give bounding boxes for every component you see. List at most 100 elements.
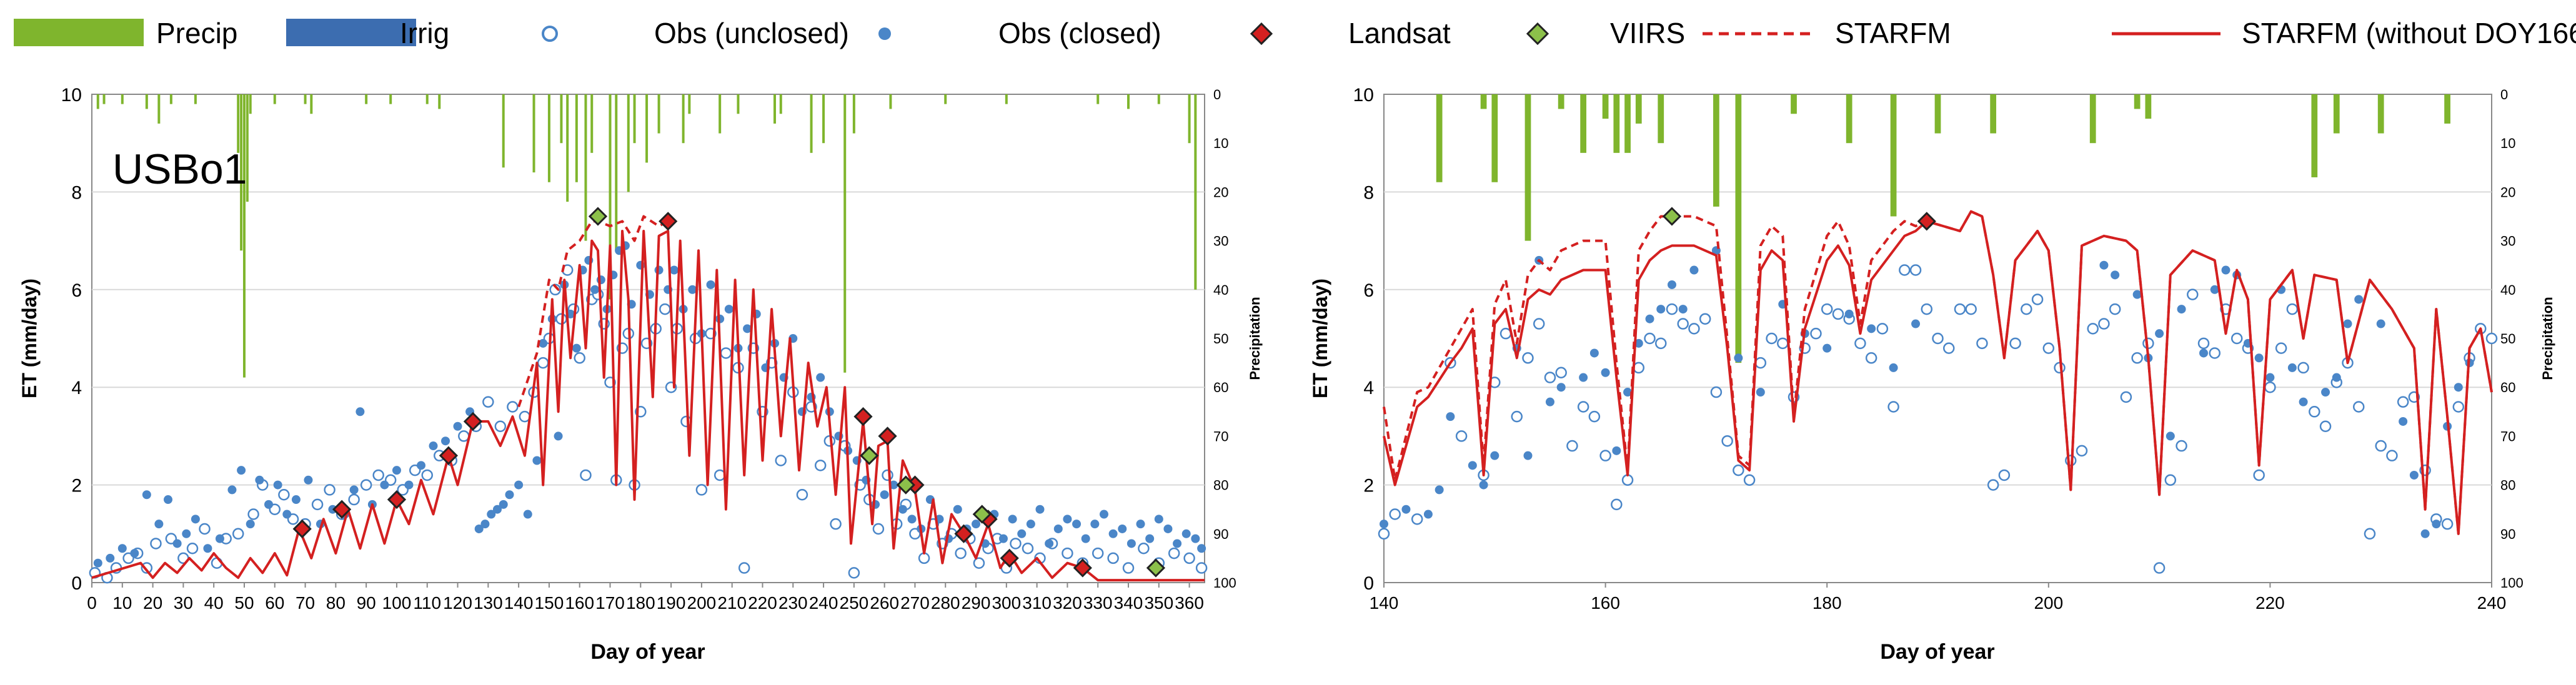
left-obs-unclosed-point: [482, 396, 494, 408]
left-obs-closed-point: [453, 421, 462, 431]
left-y2-tick-label: 0: [1213, 87, 1221, 102]
left-obs-unclosed-point: [348, 493, 360, 506]
right-gridlines: [1384, 191, 2492, 486]
left-x-tick-label: 90: [357, 593, 376, 613]
left-obs-closed-point: [474, 524, 484, 533]
right-y-tick-label: 2: [1363, 476, 1374, 496]
right-y2-tick-label: 20: [2500, 184, 2515, 200]
right-precip-bar: [2145, 94, 2152, 119]
legend-viirs-label: VIIRS: [1610, 17, 1685, 49]
right-y2-tick-label: 0: [2500, 87, 2508, 102]
right-obs-closed-point: [2332, 373, 2341, 382]
right-y-tick-label: 8: [1363, 182, 1374, 203]
right-obs-unclosed-point: [1699, 313, 1711, 325]
right-obs-unclosed-point: [1810, 327, 1822, 340]
left-obs-closed-point: [380, 480, 389, 490]
left-obs-closed-point: [429, 441, 438, 451]
left-y2-tick-label: 90: [1213, 526, 1228, 542]
left-obs-unclosed-point: [814, 460, 827, 471]
left-obs-closed-point: [356, 407, 365, 416]
left-obs-closed-point: [1045, 539, 1054, 548]
left-y2-tick-label: 80: [1213, 478, 1228, 493]
left-obs-unclosed-point: [1195, 562, 1208, 574]
left-obs-closed-point: [1136, 520, 1145, 529]
left-precip-bar: [365, 94, 368, 104]
left-precip-bar: [389, 94, 392, 104]
left-x-tick-label: 170: [595, 593, 625, 613]
left-obs-closed-point: [505, 490, 514, 500]
left-y2-tick-label: 50: [1213, 331, 1228, 347]
right-obs-unclosed-point: [2452, 401, 2465, 413]
left-precip-bar: [194, 94, 197, 104]
left-x-tick-label: 100: [382, 593, 412, 613]
left-y-axis-label: ET (mm/day): [18, 278, 41, 398]
left-obs-closed-point: [492, 505, 502, 514]
right-x-tick-label: 200: [2034, 593, 2063, 613]
legend-obs-unclosed-icon: [542, 26, 558, 42]
left-x-tick-label: 320: [1053, 593, 1082, 613]
left-obs-closed-point: [163, 495, 172, 505]
left-obs-closed-point: [514, 480, 524, 490]
left-obs-closed-point: [1173, 539, 1182, 548]
legend-landsat-label: Landsat: [1348, 17, 1451, 49]
legend-viirs-icon: [1526, 22, 1549, 46]
right-obs-closed-point: [1844, 309, 1854, 318]
left-precip-bar: [438, 94, 441, 109]
left-precip-bar: [633, 94, 636, 144]
left-precip-bar: [532, 94, 535, 173]
right-obs-closed-point: [1756, 388, 1765, 397]
left-obs-closed-point: [724, 305, 734, 314]
left-x-tick-label: 60: [265, 593, 284, 613]
left-precip-bar: [682, 94, 685, 144]
right-obs-unclosed-point: [1865, 352, 1877, 364]
left-obs-closed-point: [1145, 534, 1155, 543]
left-obs-closed-point: [1191, 534, 1200, 543]
left-obs-unclosed-point: [720, 347, 732, 359]
left-obs-closed-point: [487, 510, 496, 519]
left-obs-unclosed-point: [738, 562, 750, 574]
right-obs-unclosed-point: [1932, 332, 1944, 345]
right-precip-bar: [2134, 94, 2141, 109]
right-obs-unclosed-point: [1832, 308, 1844, 320]
left-obs-closed-point: [972, 520, 981, 529]
left-x-tick-label: 330: [1083, 593, 1113, 613]
right-y2-tick-label: 90: [2500, 526, 2515, 542]
right-obs-closed-point: [1734, 353, 1743, 363]
left-precip-bar: [944, 94, 947, 104]
left-precip-bar: [575, 94, 578, 182]
right-precip-bar: [1846, 94, 1852, 144]
right-obs-unclosed-point: [2187, 288, 2199, 300]
left-obs-closed-point: [669, 265, 679, 275]
right-precip-bar: [1735, 94, 1742, 363]
left-obs-closed-point: [1163, 524, 1173, 533]
left-precip-bar: [810, 94, 813, 153]
right-obs-closed-point: [2254, 353, 2264, 363]
right-obs-unclosed-point: [1555, 367, 1567, 378]
right-obs-unclosed-point: [1721, 435, 1733, 447]
left-obs-closed-point: [523, 510, 532, 519]
right-obs-closed-point: [2354, 295, 2364, 304]
right-obs-unclosed-point: [1378, 528, 1390, 540]
right-obs-unclosed-point: [2098, 318, 2110, 330]
right-obs-unclosed-point: [2375, 440, 2387, 452]
left-precip-bar: [590, 94, 594, 153]
left-y2-tick-label: 70: [1213, 428, 1228, 444]
right-obs-closed-point: [2111, 270, 2120, 280]
left-obs-closed-point: [264, 500, 274, 509]
left-viirs-marker: [1146, 558, 1166, 578]
left-obs-closed-point: [291, 495, 301, 505]
right-precip-bar: [1602, 94, 1609, 119]
right-obs-closed-point: [1656, 305, 1666, 314]
right-obs-closed-point: [1612, 446, 1621, 455]
left-y-tick-label: 4: [71, 378, 82, 398]
left-landsat-marker: [853, 407, 873, 426]
right-precip-bar: [1635, 94, 1642, 124]
right-y2-tick-label: 60: [2500, 380, 2515, 395]
right-obs-unclosed-point: [1965, 303, 1977, 315]
right-precip-bar: [1713, 94, 1719, 207]
right-y-tick-label: 4: [1363, 378, 1374, 398]
right-obs-unclosed-point: [1954, 303, 1966, 315]
right-precip-bar: [1990, 94, 1997, 134]
right-obs-closed-point: [2420, 529, 2430, 538]
